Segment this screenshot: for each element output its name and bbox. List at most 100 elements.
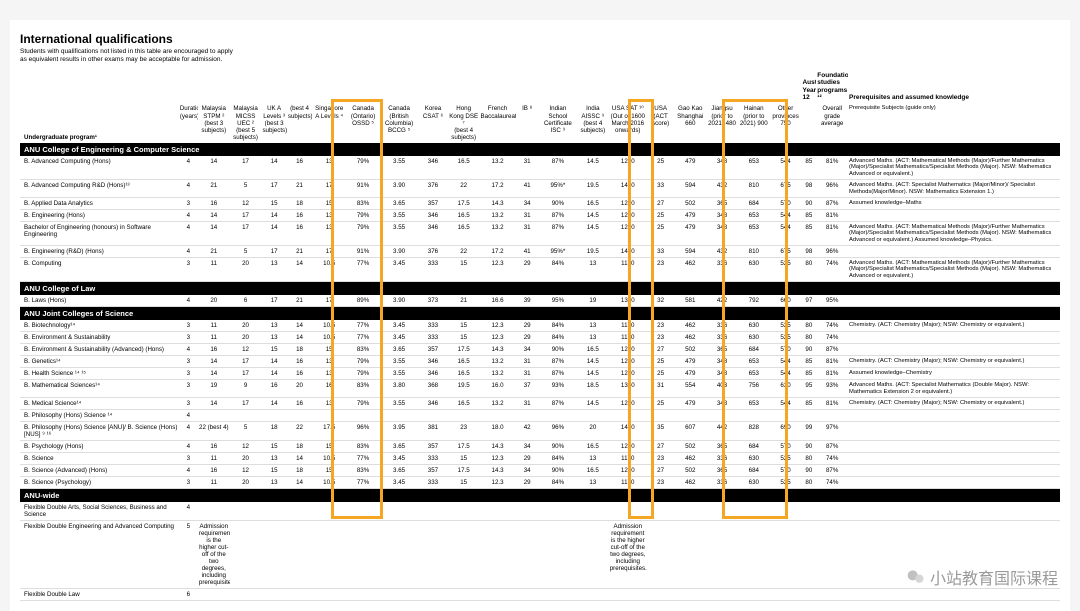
table-cell: 14.5 (577, 368, 609, 380)
table-cell: 462 (674, 320, 706, 332)
table-cell: 544 (770, 368, 802, 380)
table-cell: Chemistry. (ACT: Chemistry (Major); NSW:… (848, 356, 1060, 368)
table-cell: 6 (179, 588, 198, 600)
table-cell: 20 (230, 452, 262, 464)
table-cell: 3 (179, 452, 198, 464)
table-cell: 12 (230, 197, 262, 209)
table-cell: 85 (801, 356, 816, 368)
table-cell: Admission requirement is the higher cut-… (609, 520, 647, 588)
table-cell (848, 295, 1060, 307)
table-cell: 79% (346, 397, 380, 409)
table-cell: 80 (801, 452, 816, 464)
table-cell: 79% (346, 221, 380, 245)
table-cell: 15 (448, 332, 480, 344)
table-cell: 570 (770, 344, 802, 356)
table-cell: 29 (516, 476, 539, 488)
table-cell: 90 (801, 464, 816, 476)
table-cell: 96% (816, 246, 848, 258)
table-cell: 17 (230, 356, 262, 368)
table-cell: 479 (674, 221, 706, 245)
table-cell: Bachelor of Engineering (honours) in Sof… (20, 221, 179, 245)
table-cell (380, 588, 418, 600)
table-row: B. Computing31120131410.577%3.453331512.… (20, 258, 1060, 282)
table-cell: 3 (179, 332, 198, 344)
table-cell: 12 (230, 440, 262, 452)
table-cell: 74% (816, 476, 848, 488)
table-cell: 336 (706, 476, 738, 488)
table-cell: 17.5 (312, 421, 346, 440)
table-cell (261, 588, 286, 600)
table-cell: 17.5 (448, 464, 480, 476)
table-cell: 12 (230, 344, 262, 356)
table-cell: 3.65 (380, 344, 418, 356)
table-cell (380, 409, 418, 421)
table-cell: 20 (198, 295, 230, 307)
table-cell: 18 (287, 344, 312, 356)
table-cell: 14.3 (480, 344, 516, 356)
table-cell: 13 (312, 156, 346, 180)
table-cell: 91% (346, 180, 380, 198)
table-cell: 20 (230, 258, 262, 282)
table-cell: B. Science (Advanced) (Hons) (20, 464, 179, 476)
table-cell: 13 (577, 258, 609, 282)
table-row: B. Laws (Hons)420617211789%3.903732116.6… (20, 295, 1060, 307)
table-cell: 19 (198, 380, 230, 398)
table-row: Flexible Double Arts, Social Sciences, B… (20, 502, 1060, 521)
table-cell: 17 (261, 180, 286, 198)
table-cell: 17.5 (448, 197, 480, 209)
table-cell: 828 (738, 421, 770, 440)
table-cell: 14 (287, 452, 312, 464)
table-cell: 10.5 (312, 320, 346, 332)
table-cell: 357 (418, 440, 448, 452)
table-cell: 80 (801, 258, 816, 282)
table-cell: 348 (706, 156, 738, 180)
qualifications-sheet: International qualifications Students wi… (10, 20, 1070, 611)
table-cell (539, 520, 577, 588)
table-cell: 14.5 (577, 221, 609, 245)
table-cell: 365 (706, 440, 738, 452)
col-header: Hong Kong DSE ⁷(best 4 subjects) (448, 103, 480, 143)
table-cell: Advanced Maths. (ACT: Mathematical Metho… (848, 221, 1060, 245)
table-cell: 14.5 (577, 209, 609, 221)
table-cell: 89% (346, 295, 380, 307)
table-cell: 17 (312, 295, 346, 307)
col-header: Gao KaoShanghai 660 (674, 103, 706, 143)
table-cell (848, 588, 1060, 600)
table-cell (577, 520, 609, 588)
table-cell: 13 (577, 320, 609, 332)
table-cell (480, 588, 516, 600)
table-cell: 21 (287, 295, 312, 307)
table-cell: 14.3 (480, 464, 516, 476)
col-header (801, 103, 816, 143)
table-cell (848, 452, 1060, 464)
table-cell: 83% (346, 344, 380, 356)
table-cell: 684 (738, 197, 770, 209)
table-cell (539, 588, 577, 600)
table-cell: 20 (230, 332, 262, 344)
table-body: ANU College of Engineering & Computer Sc… (20, 143, 1060, 600)
table-cell: B. Science (20, 452, 179, 464)
table-cell: 653 (738, 397, 770, 409)
table-cell: 23 (448, 421, 480, 440)
table-cell: 462 (674, 332, 706, 344)
table-cell: 3 (179, 476, 198, 488)
table-cell: 684 (738, 464, 770, 476)
table-cell: 12.3 (480, 320, 516, 332)
table-cell: 23 (647, 476, 675, 488)
table-cell: Chemistry. (ACT: Chemistry (Major); NSW:… (848, 320, 1060, 332)
table-cell (418, 520, 448, 588)
table-cell: 16 (312, 380, 346, 398)
table-cell: 630 (738, 332, 770, 344)
table-cell: 1350 (609, 380, 647, 398)
table-row: B. Health Science ¹⁴ ¹⁵3141714161379%3.5… (20, 368, 1060, 380)
col-header: Singapore A Levels ⁴ (312, 103, 346, 143)
table-cell: 13 (577, 452, 609, 464)
table-cell: 1470 (609, 421, 647, 440)
table-cell: 810 (738, 246, 770, 258)
table-cell: 34 (516, 344, 539, 356)
table-row: B. Psychology (Hons)4161215181583%3.6535… (20, 440, 1060, 452)
table-row: B. Medical Science¹⁴3141714161379%3.5534… (20, 397, 1060, 409)
table-cell (287, 502, 312, 521)
table-cell (706, 409, 738, 421)
table-cell: 365 (706, 464, 738, 476)
